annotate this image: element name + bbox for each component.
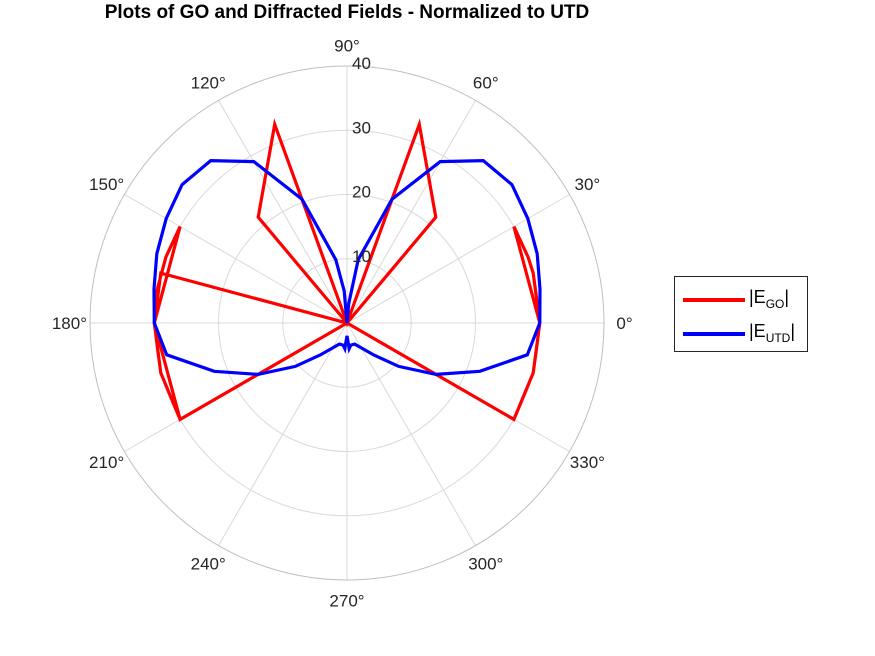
- legend: |EGO| |EUTD|: [674, 276, 808, 352]
- series-utd-line: [152, 158, 542, 377]
- theta-tick-label: 210°: [89, 453, 124, 472]
- r-tick-label: 40: [352, 54, 371, 73]
- legend-label-go: |EGO|: [749, 287, 790, 311]
- theta-tick-label: 240°: [191, 554, 226, 573]
- theta-tick-label: 90°: [334, 36, 360, 55]
- theta-tick-label: 60°: [473, 74, 499, 93]
- legend-swatch-go: [683, 298, 745, 302]
- series-layer: [152, 118, 542, 422]
- r-gridline: [218, 194, 476, 452]
- legend-item-utd: |EUTD|: [683, 317, 807, 351]
- r-gridline: [282, 258, 412, 388]
- theta-tick-label: 180°: [52, 314, 87, 333]
- chart-title: Plots of GO and Diffracted Fields - Norm…: [104, 2, 590, 23]
- theta-tick-label: 300°: [468, 554, 503, 573]
- r-tick-label: 30: [352, 118, 371, 137]
- r-tick-label: 20: [352, 183, 371, 202]
- theta-tick-label: 0°: [616, 314, 632, 333]
- tick-labels: 10 20 30 40 0° 30° 60° 90° 120° 150° 180° 210° 240° 2…: [52, 36, 633, 610]
- theta-tick-label: 270°: [329, 592, 364, 611]
- polar-frame: [89, 65, 605, 581]
- r-tick-label: 10: [352, 247, 371, 266]
- theta-tick-label: 150°: [89, 175, 124, 194]
- legend-label-utd: |EUTD|: [749, 321, 796, 345]
- legend-item-go: |EGO|: [683, 283, 807, 317]
- theta-tick-label: 330°: [570, 453, 605, 472]
- theta-tick-label: 120°: [191, 74, 226, 93]
- theta-tick-label: 30°: [575, 175, 601, 194]
- legend-swatch-utd: [683, 332, 745, 336]
